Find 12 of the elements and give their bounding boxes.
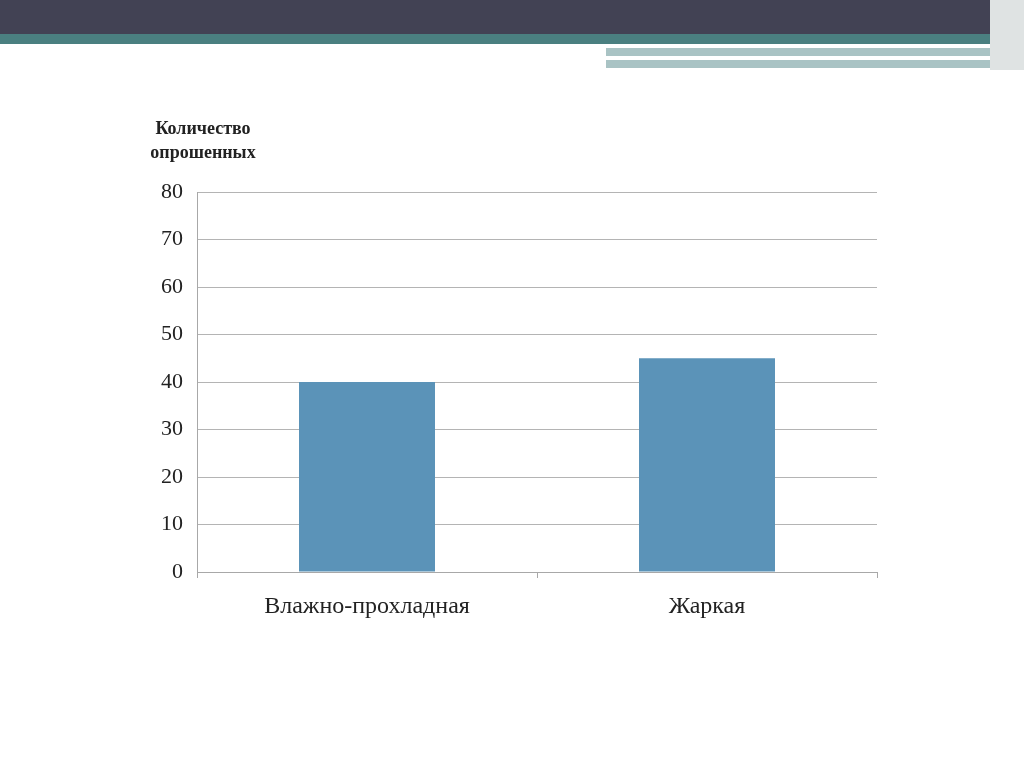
y-tick-label: 0 xyxy=(172,557,183,583)
x-tick-label: Жаркая xyxy=(668,591,746,618)
y-tick-label: 20 xyxy=(161,462,183,488)
y-tick-label: 50 xyxy=(161,320,183,346)
y-tick-label: 80 xyxy=(161,177,183,203)
y-tick-label: 30 xyxy=(161,415,183,441)
y-axis-title: Количество опрошенных xyxy=(150,118,256,162)
x-tick-label: Влажно-прохладная xyxy=(264,591,470,618)
y-tick-label: 40 xyxy=(161,367,183,393)
y-tick-label: 70 xyxy=(161,225,183,251)
y-tick-label: 10 xyxy=(161,510,183,536)
y-tick-label: 60 xyxy=(161,272,183,298)
